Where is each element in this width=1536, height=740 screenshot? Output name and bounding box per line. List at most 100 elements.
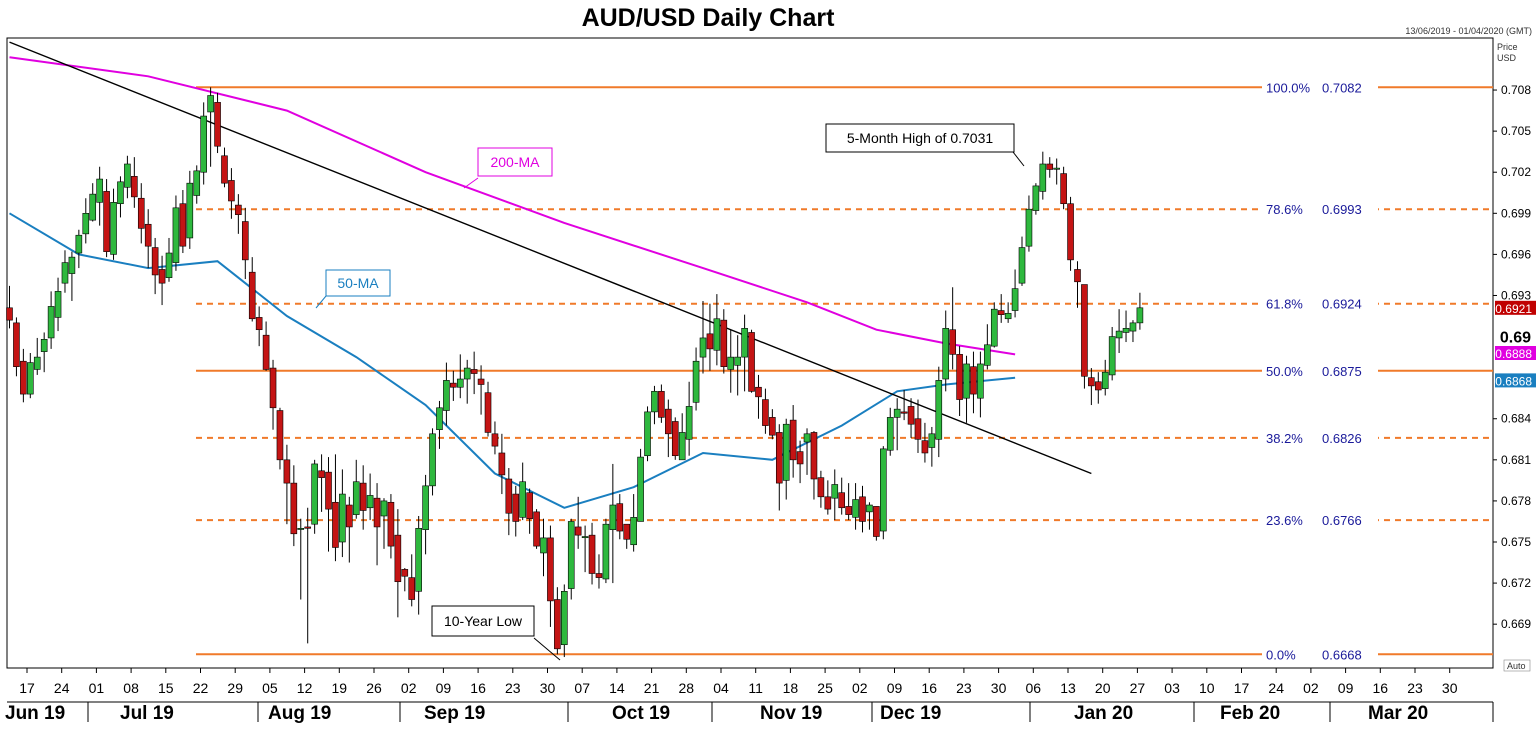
- candle-body: [33, 356, 41, 370]
- y-tick-label: 0.693: [1501, 288, 1531, 302]
- time-axis: 17 24 01 08 15 22 29 05 12 19 26 02 09 16 23 30 07 14 21 28…: [5, 668, 1494, 724]
- candle-body: [651, 391, 658, 413]
- candle-body: [817, 477, 825, 498]
- x-day-label: 16: [921, 680, 937, 696]
- candle-body: [526, 492, 533, 520]
- candle-body: [1088, 377, 1095, 387]
- candle-body: [318, 470, 325, 478]
- x-day-label: 02: [852, 680, 868, 696]
- candle-body: [838, 492, 846, 509]
- x-day-label: 28: [679, 680, 695, 696]
- candle-body: [644, 411, 651, 457]
- candle-body: [678, 432, 686, 461]
- annotation-labels: 100.0% 0.7082 78.6% 0.6993 61.8% 0.6924 50.0% 0…: [315, 79, 1378, 663]
- x-day-label: 16: [1373, 680, 1389, 696]
- candle-body: [789, 419, 797, 461]
- x-day-label: 25: [817, 680, 833, 696]
- x-day-label: 26: [366, 680, 382, 696]
- candle-body: [6, 307, 13, 321]
- ma50-annotation-box: [325, 269, 391, 297]
- x-day-label: 09: [436, 680, 452, 696]
- candle-body: [228, 180, 235, 202]
- price-axis: PriceUSD0.7080.7050.7020.6990.6960.6930.…: [1493, 42, 1536, 672]
- candle-body: [713, 318, 721, 351]
- candle-body: [47, 306, 55, 339]
- fib-label-bg: [1262, 646, 1378, 663]
- candle-body: [505, 478, 513, 514]
- candle-body: [560, 591, 568, 646]
- candle-body: [637, 456, 644, 522]
- candle-body: [1046, 163, 1054, 170]
- fib-level-pct: 23.6%: [1266, 513, 1303, 528]
- x-month-label: Sep 19: [424, 703, 485, 724]
- candle-body: [248, 271, 256, 320]
- x-day-label: 17: [19, 680, 35, 696]
- y-tick-label: 0.705: [1501, 124, 1531, 138]
- candle-body: [235, 204, 242, 215]
- low-pointer: [533, 637, 561, 661]
- x-day-label: 02: [1303, 680, 1319, 696]
- candle-body: [75, 234, 83, 254]
- candle-body: [970, 366, 977, 395]
- low-annotation: 10-Year Low: [444, 613, 523, 629]
- candle-body: [1039, 163, 1047, 192]
- x-month-label: Oct 19: [612, 703, 670, 724]
- auto-label: Auto: [1507, 661, 1526, 671]
- candle-body: [692, 360, 700, 403]
- candle-body: [748, 332, 755, 392]
- candle-body: [68, 256, 76, 274]
- y-tick-label: 0.681: [1501, 453, 1531, 467]
- y-tick-label: 0.702: [1501, 165, 1531, 179]
- candle-body: [27, 362, 34, 395]
- x-day-label: 23: [1407, 680, 1423, 696]
- candle-body: [741, 328, 748, 358]
- y-tick-label: 0.675: [1501, 535, 1531, 549]
- fib-level-value: 0.6993: [1322, 202, 1362, 217]
- candle-body: [997, 310, 1005, 315]
- price-tag: [1495, 373, 1536, 388]
- candle-body: [720, 319, 728, 367]
- candle-body: [1067, 203, 1074, 261]
- candle-body: [782, 423, 790, 481]
- fib-label-bg: [1262, 201, 1378, 218]
- x-day-label: 30: [1442, 680, 1458, 696]
- price-tag-label: 0.6888: [1495, 347, 1532, 361]
- x-day-label: 23: [956, 680, 972, 696]
- x-day-label: 16: [470, 680, 486, 696]
- x-day-label: 09: [1338, 680, 1354, 696]
- x-month-label: Aug 19: [268, 703, 331, 724]
- candle-body: [1122, 328, 1130, 333]
- candle-body: [1011, 288, 1019, 311]
- candle-body: [151, 247, 159, 276]
- candle-body: [394, 534, 402, 583]
- candle-body: [241, 221, 249, 261]
- candle-body: [810, 432, 818, 480]
- candle-body: [907, 406, 915, 425]
- x-day-label: 09: [887, 680, 903, 696]
- candle-body: [1101, 371, 1109, 389]
- fib-level-pct: 38.2%: [1266, 431, 1303, 446]
- candle-body: [1115, 330, 1123, 339]
- candle-body: [963, 363, 970, 399]
- candle-body: [165, 252, 173, 278]
- ma50-line: [8, 212, 1016, 509]
- candle-body: [1004, 312, 1012, 320]
- x-month-label: Mar 20: [1368, 703, 1428, 724]
- x-day-label: 24: [54, 680, 70, 696]
- fib-level-value: 0.6924: [1322, 297, 1362, 312]
- candle-body: [602, 523, 610, 580]
- fib-label-bg: [1262, 512, 1378, 529]
- x-day-label: 27: [1130, 680, 1146, 696]
- candle-body: [831, 484, 839, 499]
- candle-body: [40, 339, 48, 352]
- candle-body: [755, 386, 762, 398]
- candle-body: [470, 369, 478, 374]
- x-day-label: 18: [783, 680, 799, 696]
- candle-body: [20, 360, 27, 395]
- x-day-label: 02: [401, 680, 417, 696]
- candle-body: [914, 418, 922, 440]
- candle-body: [1053, 167, 1060, 170]
- candle-body: [533, 511, 540, 547]
- candle-body: [727, 356, 735, 370]
- candle-body: [82, 213, 90, 235]
